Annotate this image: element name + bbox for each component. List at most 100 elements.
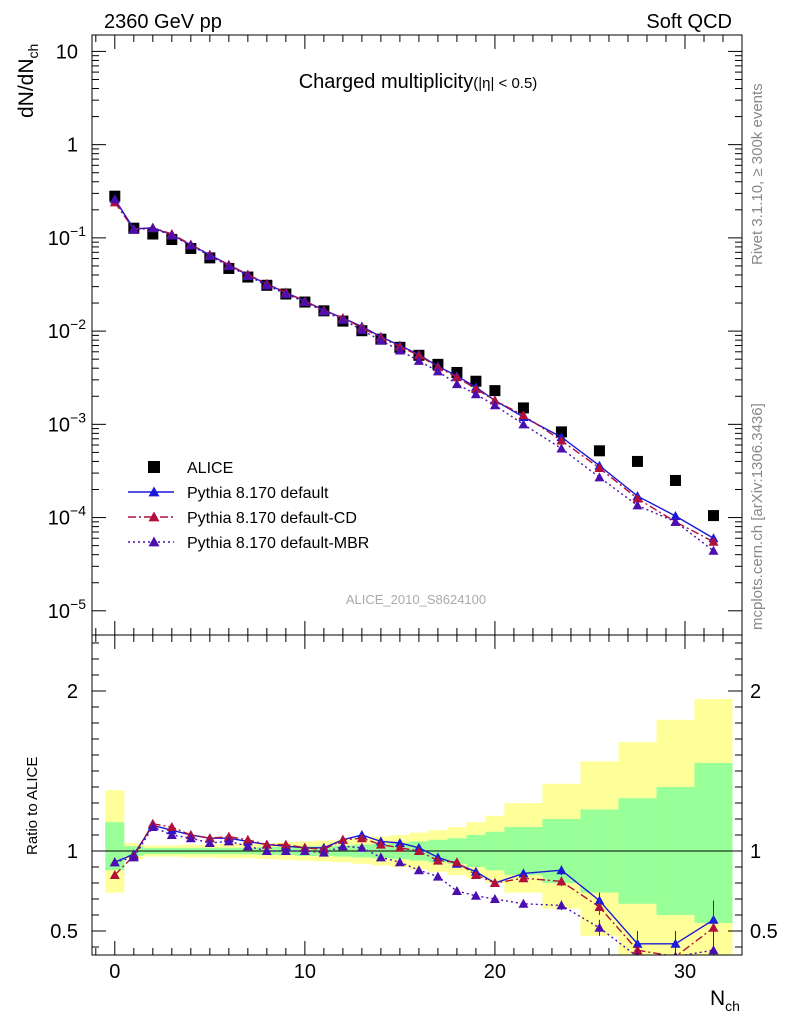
series-3-point-12 — [337, 314, 348, 324]
ratio-point-2-11 — [318, 847, 329, 857]
ratio-point-1-18 — [451, 857, 462, 867]
series-2-point-20 — [489, 395, 500, 405]
series-3-point-16 — [413, 355, 424, 365]
ratio-panel: 0.5 0.5 1 1 2 2 Ratio to ALICE — [24, 634, 778, 956]
series-3-point-5 — [204, 250, 215, 260]
header-left: 2360 GeV pp — [104, 11, 222, 33]
ratio-point-1-15 — [394, 842, 405, 852]
ratio-point-0-22 — [556, 865, 567, 875]
series-2-point-18 — [451, 372, 462, 382]
ratio-point-2-23 — [594, 922, 605, 932]
ratio-point-1-22 — [556, 876, 567, 886]
ratio-point-2-19 — [470, 890, 481, 900]
ratio-point-1-12 — [337, 834, 348, 844]
series-2-point-23 — [594, 463, 605, 473]
series-3-point-6 — [223, 260, 234, 270]
ratio-point-2-14 — [375, 852, 386, 862]
ratio-point-2-25 — [673, 951, 678, 955]
ratio-point-0-21 — [518, 868, 529, 878]
x-tick-label-2: 20 — [484, 961, 506, 983]
band_stat-26 — [694, 763, 733, 923]
ratio-y-label-right-1: 1 — [750, 841, 761, 863]
legend-label-1: Pythia 8.170 default — [187, 485, 329, 502]
y-axis-label: dN/dNch — [15, 44, 41, 118]
series-3-point-18 — [451, 379, 462, 389]
alice-point-24 — [631, 455, 643, 467]
series-3-point-7 — [242, 271, 253, 281]
ratio-point-1-5 — [204, 833, 215, 843]
legend-label-0: ALICE — [187, 460, 233, 477]
ratio-point-2-13 — [356, 842, 367, 852]
series-3-point-20 — [489, 400, 500, 410]
series-3-point-25 — [670, 516, 681, 526]
ratio-point-1-21 — [518, 873, 529, 883]
ratio-point-2-4 — [185, 833, 196, 843]
series-2-point-19 — [470, 383, 481, 393]
ratio-point-2-24 — [635, 951, 640, 955]
ratio-point-2-20 — [489, 894, 500, 903]
series-3-point-3 — [166, 230, 177, 240]
series-3-point-17 — [432, 366, 443, 376]
series-3-point-22 — [556, 443, 567, 453]
ratio-point-2-2 — [147, 822, 158, 831]
watermark: ALICE_2010_S8624100 — [346, 592, 486, 607]
alice-point-25 — [669, 474, 681, 486]
x-tick-label-0: 0 — [109, 961, 120, 983]
mcplots-side-label: mcplots.cern.ch [arXiv:1306.3436] — [749, 403, 766, 630]
series-3-point-2 — [147, 223, 158, 233]
legend: ALICE Pythia 8.170 default Pythia 8.170 de… — [128, 460, 369, 552]
ratio-point-1-14 — [375, 839, 386, 849]
series-2-point-16 — [413, 350, 424, 360]
ratio-point-1-13 — [356, 833, 367, 843]
ratio-point-2-8 — [261, 846, 272, 855]
ratio-y-label-left-1: 1 — [67, 841, 78, 863]
ratio-point-1-9 — [280, 839, 291, 849]
ratio-y-label-left-0: 0.5 — [50, 921, 78, 943]
ratio-point-1-20 — [489, 878, 500, 887]
series-3-point-14 — [375, 335, 386, 345]
y-tick-label-2: 10−1 — [48, 223, 86, 250]
x-tick-label-1: 10 — [294, 961, 316, 983]
rivet-side-label: Rivet 3.1.10, ≥ 300k events — [749, 83, 766, 265]
series-1-point-25 — [670, 510, 681, 520]
series-3-point-4 — [185, 240, 196, 250]
legend-label-3: Pythia 8.170 default-MBR — [187, 535, 369, 552]
ratio-point-1-16 — [413, 846, 424, 855]
y-tick-label-5: 10−4 — [48, 503, 86, 530]
ratio-point-1-19 — [470, 870, 481, 879]
alice-point-3 — [166, 234, 178, 246]
alice-point-20 — [489, 385, 501, 397]
ratio-point-1-3 — [166, 822, 177, 831]
ratio-line-2 — [114, 826, 714, 955]
ratio-point-2-7 — [242, 841, 253, 851]
ratio-y-label-right-2: 2 — [750, 681, 761, 703]
ratio-y-label-right-0: 0.5 — [750, 921, 778, 943]
ratio-point-2-9 — [280, 846, 291, 855]
ratio-point-1-17 — [432, 855, 443, 865]
y-tick-label-3: 10−2 — [48, 316, 86, 343]
alice-point-26 — [707, 510, 719, 522]
ratio-point-2-12 — [337, 841, 348, 851]
legend-marker-0 — [148, 461, 160, 473]
ratio-point-0-25 — [670, 938, 681, 948]
x-axis-label: Nch — [710, 987, 740, 1014]
legend-marker-3 — [148, 536, 160, 547]
ratio-point-2-3 — [166, 830, 177, 839]
alice-point-2 — [147, 228, 159, 240]
ratio-point-2-0 — [109, 857, 120, 867]
series-3-point-26 — [708, 545, 719, 555]
y-tick-label-6: 10−5 — [48, 596, 86, 623]
legend-marker-2 — [148, 511, 160, 522]
series-3-point-15 — [394, 345, 405, 355]
series-2-point-21 — [518, 410, 529, 420]
series-2-point-22 — [556, 435, 567, 445]
series-2-point-24 — [632, 493, 643, 503]
ratio-y-label: Ratio to ALICE — [24, 757, 41, 855]
header-right: Soft QCD — [646, 11, 732, 33]
ratio-point-2-5 — [204, 838, 215, 847]
y-tick-label-4: 10−3 — [48, 409, 86, 436]
alice-point-22 — [555, 426, 567, 438]
ratio-frame — [91, 634, 743, 956]
ratio-point-2-18 — [451, 886, 462, 895]
